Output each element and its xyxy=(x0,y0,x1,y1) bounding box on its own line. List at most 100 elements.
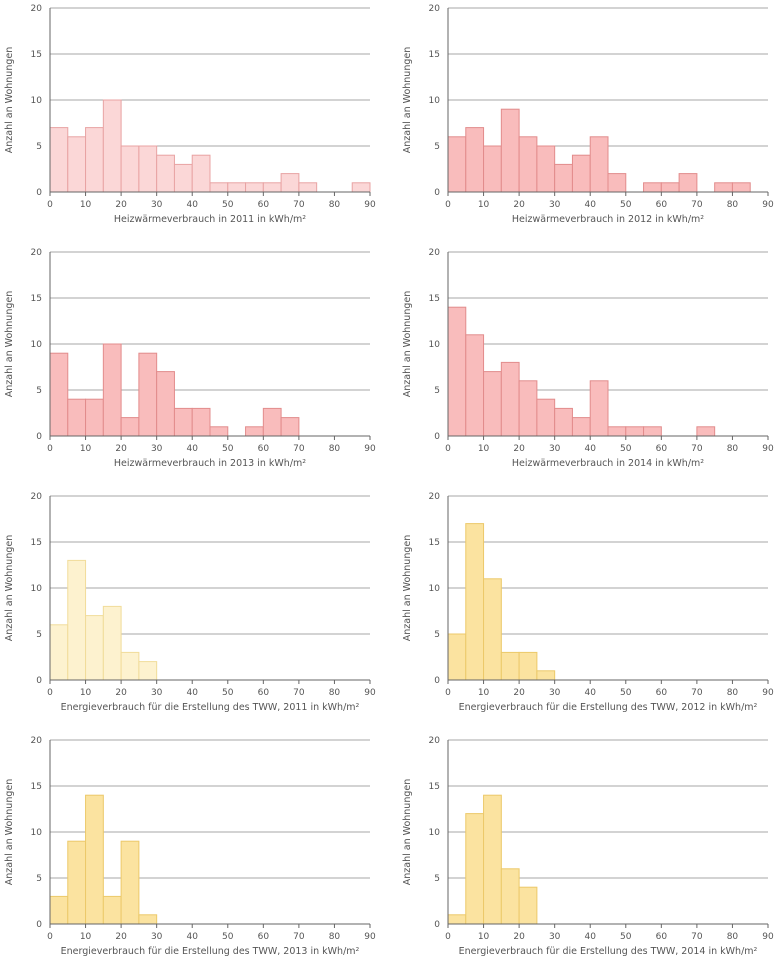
chart-1-ytick-2: 10 xyxy=(31,96,43,106)
chart-6-bar-5 xyxy=(536,670,556,681)
chart-6-ytick-2: 10 xyxy=(429,584,441,594)
chart-3-xtick-1: 10 xyxy=(80,444,92,454)
chart-1-ylabel: Anzahl an Wohnungen xyxy=(4,47,15,154)
chart-8-xtick-9: 90 xyxy=(762,932,774,942)
chart-1-ytick-3: 15 xyxy=(31,50,42,60)
chart-3-xlabel: Heizwärmeverbrauch in 2013 in kWh/m² xyxy=(114,458,306,469)
chart-5-ytick-4: 20 xyxy=(31,492,43,502)
chart-3-bar-7 xyxy=(173,407,193,437)
chart-8-ytick-4: 20 xyxy=(429,736,441,746)
chart-1-bar-4 xyxy=(120,145,140,193)
chart-5-xtick-7: 70 xyxy=(293,688,305,698)
chart-4-xtick-5: 50 xyxy=(620,444,632,454)
chart-5-xtick-8: 80 xyxy=(329,688,341,698)
chart-3-ytick-2: 10 xyxy=(31,340,43,350)
chart-4-xtick-7: 70 xyxy=(691,444,703,454)
chart-5-xtick-3: 30 xyxy=(151,688,163,698)
chart-4-bar-6 xyxy=(554,407,573,437)
chart-1-ytick-4: 20 xyxy=(31,4,43,14)
chart-5: 0 5 10 15 20 0 10 20 30 40 50 60 70 80 90 Energieverbra… xyxy=(4,492,376,713)
chart-1-bar-2 xyxy=(85,127,104,193)
chart-1-bar-6 xyxy=(156,154,175,193)
chart-4-bar-11 xyxy=(643,426,662,437)
chart-8: 0 5 10 15 20 0 10 20 30 40 50 60 70 80 90 Energieverbra… xyxy=(402,736,774,957)
chart-7: 0 5 10 15 20 0 10 20 30 40 50 60 70 80 90 Energieverbra… xyxy=(4,736,376,957)
chart-7-bar-2 xyxy=(85,794,104,925)
chart-8-xtick-2: 20 xyxy=(513,932,525,942)
chart-8-xtick-6: 60 xyxy=(656,932,668,942)
chart-6-ylabel: Anzahl an Wohnungen xyxy=(402,535,413,642)
chart-1-xtick-8: 80 xyxy=(329,200,341,210)
chart-5-bar-2 xyxy=(85,615,104,681)
chart-3-ytick-3: 15 xyxy=(31,294,42,304)
chart-1-bar-12 xyxy=(262,182,282,193)
chart-7-bar-5 xyxy=(138,914,158,925)
chart-2-bar-8 xyxy=(589,136,609,193)
chart-7-bar-1 xyxy=(67,840,87,925)
chart-2-xtick-3: 30 xyxy=(549,200,561,210)
chart-2-xtick-0: 0 xyxy=(445,200,451,210)
chart-3-xtick-8: 80 xyxy=(329,444,341,454)
chart-7-xtick-8: 80 xyxy=(329,932,341,942)
chart-5-xtick-4: 40 xyxy=(186,688,198,698)
chart-8-ytick-0: 0 xyxy=(434,920,440,930)
chart-1-bar-1 xyxy=(67,136,87,193)
chart-8-bar-1 xyxy=(465,813,485,925)
chart-1-bar-9 xyxy=(209,182,229,193)
chart-7-xtick-1: 10 xyxy=(80,932,92,942)
chart-2-ytick-0: 0 xyxy=(434,188,440,198)
chart-5-ylabel: Anzahl an Wohnungen xyxy=(4,535,15,642)
chart-8-xtick-8: 80 xyxy=(727,932,739,942)
chart-8-bar-4 xyxy=(518,886,538,925)
chart-8-bar-2 xyxy=(483,794,502,925)
chart-4-bar-2 xyxy=(483,371,502,437)
chart-6-ytick-1: 5 xyxy=(434,630,440,640)
chart-6-xtick-0: 0 xyxy=(445,688,451,698)
chart-6-xtick-1: 10 xyxy=(478,688,490,698)
chart-1-xtick-7: 70 xyxy=(293,200,305,210)
chart-1: 0 5 10 15 20 0 10 20 30 40 50 60 70 80 90 Heizwärmeverb… xyxy=(4,4,376,225)
chart-7-xtick-9: 90 xyxy=(364,932,376,942)
chart-4-ytick-3: 15 xyxy=(429,294,440,304)
chart-7-ytick-1: 5 xyxy=(36,874,42,884)
chart-8-ylabel: Anzahl an Wohnungen xyxy=(402,779,413,886)
chart-3-bar-9 xyxy=(209,426,229,437)
chart-4-bar-10 xyxy=(625,426,645,437)
chart-5-bar-3 xyxy=(102,605,122,681)
chart-1-bar-11 xyxy=(245,182,264,193)
chart-4-bar-8 xyxy=(589,380,609,437)
chart-3-bar-2 xyxy=(85,398,104,437)
chart-6-bar-3 xyxy=(500,651,520,681)
chart-4-bar-5 xyxy=(536,398,556,437)
chart-8-xtick-1: 10 xyxy=(478,932,490,942)
chart-4-bar-14 xyxy=(696,426,716,437)
chart-1-ytick-1: 5 xyxy=(36,142,42,152)
chart-4-ytick-1: 5 xyxy=(434,386,440,396)
chart-7-xtick-6: 60 xyxy=(258,932,270,942)
chart-5-bar-4 xyxy=(120,651,140,681)
chart-2-bar-6 xyxy=(554,163,573,193)
chart-5-ytick-2: 10 xyxy=(31,584,43,594)
chart-2-xtick-7: 70 xyxy=(691,200,703,210)
chart-5-xlabel: Energieverbrauch für die Erstellung des … xyxy=(61,702,360,713)
chart-3-xtick-0: 0 xyxy=(47,444,53,454)
chart-1-bar-8 xyxy=(191,154,211,193)
chart-6-xtick-3: 30 xyxy=(549,688,561,698)
chart-3-xtick-7: 70 xyxy=(293,444,305,454)
chart-2-xtick-8: 80 xyxy=(727,200,739,210)
chart-1-xtick-5: 50 xyxy=(222,200,234,210)
chart-1-bar-14 xyxy=(298,182,318,193)
chart-1-bar-5 xyxy=(138,145,158,193)
chart-4-bar-1 xyxy=(465,334,485,437)
chart-4-xtick-2: 20 xyxy=(513,444,525,454)
chart-6-ytick-4: 20 xyxy=(429,492,441,502)
chart-2: 0 5 10 15 20 0 10 20 30 40 50 60 70 80 90 Heizwärmeverb… xyxy=(402,4,774,225)
chart-8-bar-0 xyxy=(447,914,467,925)
chart-3-bar-0 xyxy=(49,352,69,437)
chart-1-bar-3 xyxy=(102,99,122,193)
chart-3-xtick-2: 20 xyxy=(115,444,127,454)
chart-3-bar-1 xyxy=(67,398,87,437)
chart-2-bar-13 xyxy=(678,173,698,193)
chart-2-bar-15 xyxy=(714,182,733,193)
